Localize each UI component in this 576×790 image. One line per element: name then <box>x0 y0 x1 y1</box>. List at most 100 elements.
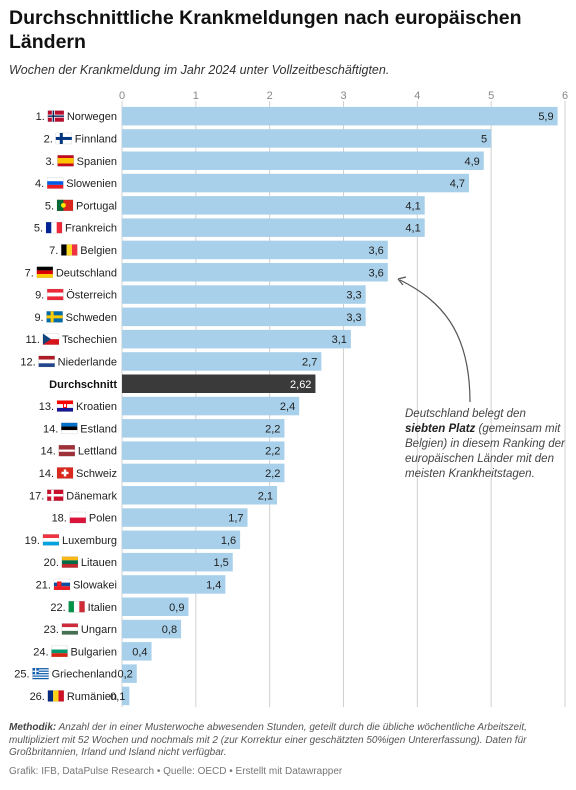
bar <box>122 173 470 193</box>
methodology-label: Methodik: <box>9 722 57 733</box>
flag-sweden-icon <box>46 311 63 323</box>
data-label: 1,6 <box>221 535 236 547</box>
category-label: Slowakei <box>73 579 117 591</box>
x-tick-label: 5 <box>488 90 494 102</box>
bar <box>122 419 285 438</box>
rank-label: 4. <box>35 178 44 190</box>
data-label: 2,1 <box>258 490 273 502</box>
category-label: Schweden <box>66 312 117 324</box>
flag-luxembourg-icon <box>42 534 60 546</box>
x-tick-label: 6 <box>562 90 568 102</box>
flag-belgium-icon <box>61 244 78 256</box>
data-label: 3,6 <box>369 245 384 257</box>
bar <box>122 352 322 371</box>
category-label: Niederlande <box>58 356 117 368</box>
bar <box>122 530 241 550</box>
data-label: 3,3 <box>346 290 361 302</box>
chart-subtitle: Wochen der Krankmeldung im Jahr 2024 unt… <box>9 63 390 77</box>
category-label: Tschechien <box>62 334 117 346</box>
x-tick-label: 0 <box>119 90 125 102</box>
category-label: Belgien <box>80 245 117 257</box>
bar <box>122 151 484 170</box>
bar <box>122 486 278 505</box>
category-label: Spanien <box>77 156 117 168</box>
flag-bulgaria-icon <box>51 645 68 658</box>
category-label: Luxemburg <box>62 535 117 547</box>
flag-germany-icon <box>36 266 54 278</box>
rank-label: 24. <box>33 646 48 658</box>
data-label: 2,7 <box>302 356 317 368</box>
annotation-bold: siebten Platz <box>405 423 476 435</box>
data-label: 2,2 <box>265 446 280 458</box>
bar <box>122 597 189 616</box>
data-label: 1,7 <box>228 513 243 525</box>
methodology-text: Anzahl der in einer Musterwoche abwesend… <box>9 722 527 758</box>
annotation-arrow <box>399 279 471 403</box>
category-label: Ungarn <box>81 624 117 636</box>
rank-label: 7. <box>49 245 58 257</box>
flag-estonia-icon <box>61 422 78 435</box>
data-label: 2,2 <box>265 468 280 480</box>
rank-label: 18. <box>52 513 67 525</box>
rank-label: 12. <box>20 356 35 368</box>
bar <box>122 285 366 304</box>
category-label: Bulgarien <box>71 646 117 658</box>
category-label: Deutschland <box>56 267 117 279</box>
rank-label: 26. <box>30 691 45 703</box>
bar <box>122 263 388 282</box>
rank-label: 14. <box>39 468 54 480</box>
rank-label: 20. <box>44 557 59 569</box>
data-label: 2,2 <box>265 423 280 435</box>
methodology-note: Methodik: Anzahl der in einer Musterwoch… <box>9 722 571 760</box>
source-credit: Grafik: IFB, DataPulse Research • Quelle… <box>9 766 343 777</box>
category-label: Lettland <box>78 446 117 458</box>
flag-france-icon <box>45 221 63 234</box>
rank-label: 1. <box>36 111 45 123</box>
rank-label: 7. <box>25 267 34 279</box>
rank-label: 14. <box>43 423 58 435</box>
rank-label: 14. <box>41 446 56 458</box>
bar <box>122 619 182 639</box>
flag-latvia-icon <box>58 444 76 457</box>
category-label: Griechenland <box>52 669 117 681</box>
bar <box>122 307 366 327</box>
rank-label: 19. <box>25 535 40 547</box>
annotation-pre: Deutschland belegt den <box>405 408 526 420</box>
flag-hungary-icon <box>61 623 79 635</box>
data-label: 0,4 <box>132 646 147 658</box>
category-label: Norwegen <box>67 111 117 123</box>
flag-italy-icon <box>68 601 85 613</box>
category-label: Kroatien <box>76 401 117 413</box>
flag-switzerland-icon <box>56 467 74 479</box>
rank-label: 13. <box>39 401 54 413</box>
flag-netherlands-icon <box>38 355 55 368</box>
category-label: Polen <box>89 513 117 525</box>
flag-croatia-icon <box>56 400 74 412</box>
category-label: Schweiz <box>76 468 117 480</box>
data-label: 1,5 <box>213 557 228 569</box>
data-label: 0,9 <box>169 602 184 614</box>
data-label: 2,62 <box>290 379 311 391</box>
flag-czechia-icon <box>42 333 60 345</box>
category-label: Italien <box>88 602 117 614</box>
rank-label: 21. <box>36 579 51 591</box>
rank-label: 2. <box>44 133 53 145</box>
bar <box>122 129 492 148</box>
data-label: 4,9 <box>464 156 479 168</box>
bar <box>122 463 285 483</box>
bar <box>122 374 316 393</box>
bar <box>122 686 130 706</box>
category-label: Frankreich <box>65 223 117 235</box>
data-label: 4,7 <box>450 178 465 190</box>
rank-label: 17. <box>29 490 44 502</box>
flag-norway-icon <box>47 110 65 122</box>
category-label: Portugal <box>76 200 117 212</box>
flag-denmark-icon <box>47 489 64 501</box>
x-tick-label: 2 <box>267 90 273 102</box>
flag-poland-icon <box>69 511 87 524</box>
data-label: 3,3 <box>346 312 361 324</box>
category-label: Slowenien <box>66 178 117 190</box>
rank-label: 25. <box>14 669 29 681</box>
category-label: Finnland <box>75 133 117 145</box>
